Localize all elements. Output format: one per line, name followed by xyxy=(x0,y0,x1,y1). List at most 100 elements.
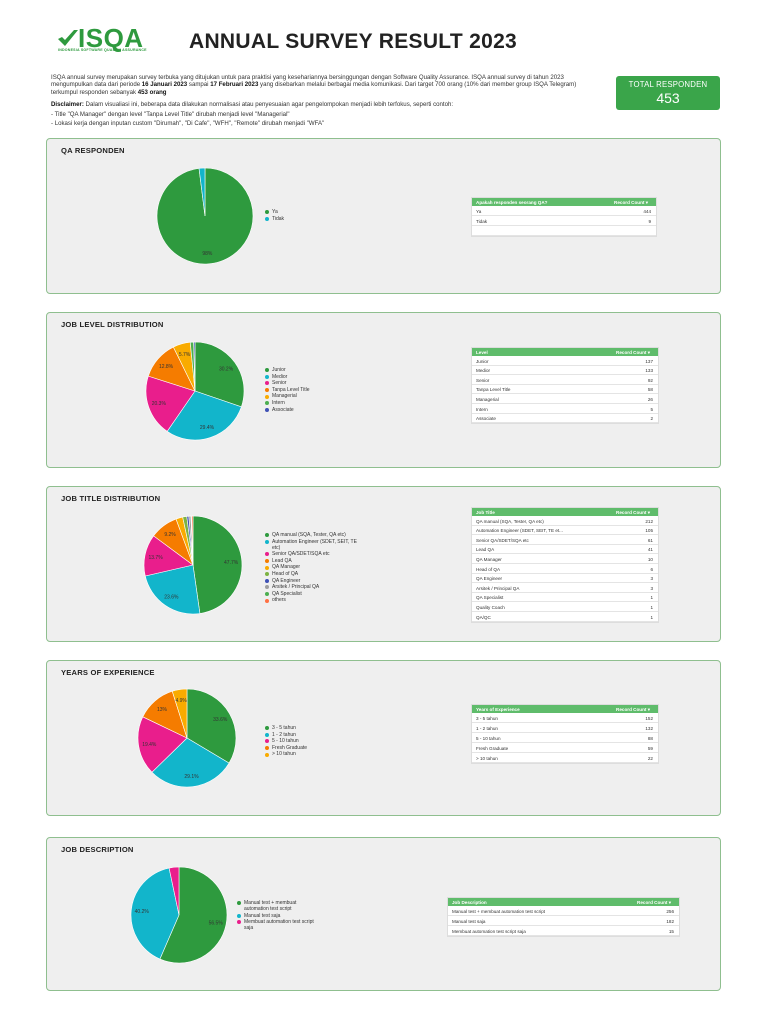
legend-item[interactable]: Manual test saja xyxy=(237,913,315,919)
legend-item[interactable]: Tidak xyxy=(265,216,365,222)
legend-item[interactable]: QA manual (SQA, Tester, QA etc) xyxy=(265,532,365,538)
chart-panel: JOB LEVEL DISTRIBUTION 30.2% 29.4% 20.3% 12.… xyxy=(46,312,721,468)
legend-swatch xyxy=(265,552,269,557)
row-value: 61 xyxy=(647,537,653,543)
record-count-table: Apakah responden seorang QA? Record Count… xyxy=(471,197,657,237)
pie-slice[interactable] xyxy=(191,515,194,566)
row-value: 92 xyxy=(647,377,653,383)
pie-slice[interactable] xyxy=(198,167,206,217)
row-value: 182 xyxy=(666,918,674,924)
disclaimer-text: Dalam visualiasi ini, beberapa data dila… xyxy=(83,101,454,109)
legend-label: Arsitek / Principal QA xyxy=(272,584,320,591)
legend-item[interactable]: Fresh Graduate xyxy=(265,745,365,751)
chart-title: JOB LEVEL DISTRIBUTION xyxy=(61,320,164,329)
column-header[interactable]: Years of Experience xyxy=(476,706,520,712)
row-label: Quality Coach xyxy=(476,604,505,610)
legend-label: QA Engineer xyxy=(272,577,301,584)
disclaimer-label: Disclaimer: xyxy=(51,101,84,109)
row-value: 105 xyxy=(645,528,653,534)
legend-item[interactable]: Ya xyxy=(265,209,365,215)
legend-swatch xyxy=(265,598,269,603)
pie-slice[interactable] xyxy=(192,515,243,614)
row-value: 1 xyxy=(650,595,653,601)
legend-item[interactable]: QA Manager xyxy=(265,564,365,570)
pie-slice[interactable] xyxy=(145,375,196,432)
table-row: Senior 92 xyxy=(472,375,658,385)
slice-label: 12.8% xyxy=(159,364,174,370)
pie-chart: 47.7% 23.6% 13.7% 9.2% xyxy=(143,515,243,615)
legend-label: Manual test saja xyxy=(244,912,281,919)
legend-item[interactable]: Associate xyxy=(265,407,365,413)
chart-legend: Junior Medior Senior Tanpa Level Title Manag… xyxy=(265,367,365,413)
pie-slice[interactable] xyxy=(151,737,230,788)
legend-item[interactable]: Automation Engineer (SDET, SEIT, TE etc) xyxy=(265,539,365,551)
row-label: QA Engineer xyxy=(476,576,503,582)
legend-swatch xyxy=(265,565,269,570)
column-header-record-count[interactable]: Record Count ▾ xyxy=(616,509,650,515)
legend-item[interactable]: Tanpa Level Title xyxy=(265,387,365,393)
legend-swatch xyxy=(265,388,269,393)
row-value: 58 xyxy=(647,387,653,393)
column-header-record-count[interactable]: Record Count ▾ xyxy=(614,199,648,205)
legend-item[interactable]: 5 - 10 tahun xyxy=(265,738,365,744)
legend-item[interactable]: Senior xyxy=(265,380,365,386)
pie-slice[interactable] xyxy=(159,866,228,964)
legend-item[interactable]: Membuat automation test script saja xyxy=(237,919,315,931)
column-header[interactable]: Level xyxy=(476,349,488,355)
table-row: Intern 5 xyxy=(472,403,658,414)
legend-item[interactable]: QA Engineer xyxy=(265,578,365,584)
column-header[interactable]: Job Title xyxy=(476,509,495,515)
legend-item[interactable]: Senior QA/SDET/SQA etc xyxy=(265,551,365,557)
legend-item[interactable]: 1 - 2 tahun xyxy=(265,732,365,738)
pie-slice[interactable] xyxy=(156,167,254,265)
legend-item[interactable]: Arsitek / Principal QA xyxy=(265,584,365,590)
pie-slice[interactable] xyxy=(193,341,196,392)
legend-label: Managerial xyxy=(272,393,297,400)
legend-swatch xyxy=(265,752,269,757)
legend-item[interactable]: > 10 tahun xyxy=(265,751,365,757)
row-value: 3 xyxy=(650,576,653,582)
row-label: Tanpa Level Title xyxy=(476,387,511,393)
row-label: Ya xyxy=(476,208,482,214)
column-header[interactable]: Job Description xyxy=(452,899,487,905)
pie-slice[interactable] xyxy=(186,688,237,764)
pie-slice[interactable] xyxy=(137,716,188,773)
legend-item[interactable]: Manual test + membuat automation test sc… xyxy=(237,900,315,912)
table-header: Apakah responden seorang QA? Record Count… xyxy=(472,198,656,206)
logo-text: ISQA xyxy=(78,23,144,53)
row-label: Lead QA xyxy=(476,547,495,553)
legend-label: Senior xyxy=(272,380,287,387)
column-header-record-count[interactable]: Record Count ▾ xyxy=(616,349,650,355)
row-value: 2 xyxy=(650,416,653,422)
pie-slice[interactable] xyxy=(171,688,188,739)
legend-item[interactable]: Managerial xyxy=(265,393,365,399)
pie-slice[interactable] xyxy=(168,866,180,916)
row-value: 10 xyxy=(647,556,653,562)
column-header[interactable]: Apakah responden seorang QA? xyxy=(476,199,548,205)
legend-item[interactable]: Junior xyxy=(265,367,365,373)
pie-slice[interactable] xyxy=(130,867,180,960)
legend-item[interactable]: Lead QA xyxy=(265,558,365,564)
legend-item[interactable]: QA Specialist xyxy=(265,591,365,597)
row-label: Arsitek / Principal QA xyxy=(476,585,520,591)
column-header-record-count[interactable]: Record Count ▾ xyxy=(616,706,650,712)
legend-item[interactable]: Head of QA xyxy=(265,571,365,577)
table-row: Manual test + membuat automation test sc… xyxy=(448,906,679,916)
row-label: Manual test saja xyxy=(452,918,486,924)
legend-item[interactable]: Medior xyxy=(265,374,365,380)
legend-label: QA Manager xyxy=(272,564,301,571)
row-value: 15 xyxy=(668,928,674,934)
column-header-record-count[interactable]: Record Count ▾ xyxy=(637,899,671,905)
legend-item[interactable]: Intern xyxy=(265,400,365,406)
pie-slice[interactable] xyxy=(166,390,242,441)
table-row: QA Engineer 3 xyxy=(472,573,658,584)
intro-part: yang disebarkan melalui berbagai media k… xyxy=(51,81,577,96)
pie-slice[interactable] xyxy=(194,341,245,408)
legend-item[interactable]: others xyxy=(265,597,365,603)
start-date: 16 Januari 2023 xyxy=(141,81,188,89)
legend-item[interactable]: 3 - 5 tahun xyxy=(265,725,365,731)
legend-swatch xyxy=(265,210,269,215)
pie-slice[interactable] xyxy=(144,564,201,615)
legend-swatch xyxy=(265,216,269,221)
legend-swatch xyxy=(265,368,269,373)
